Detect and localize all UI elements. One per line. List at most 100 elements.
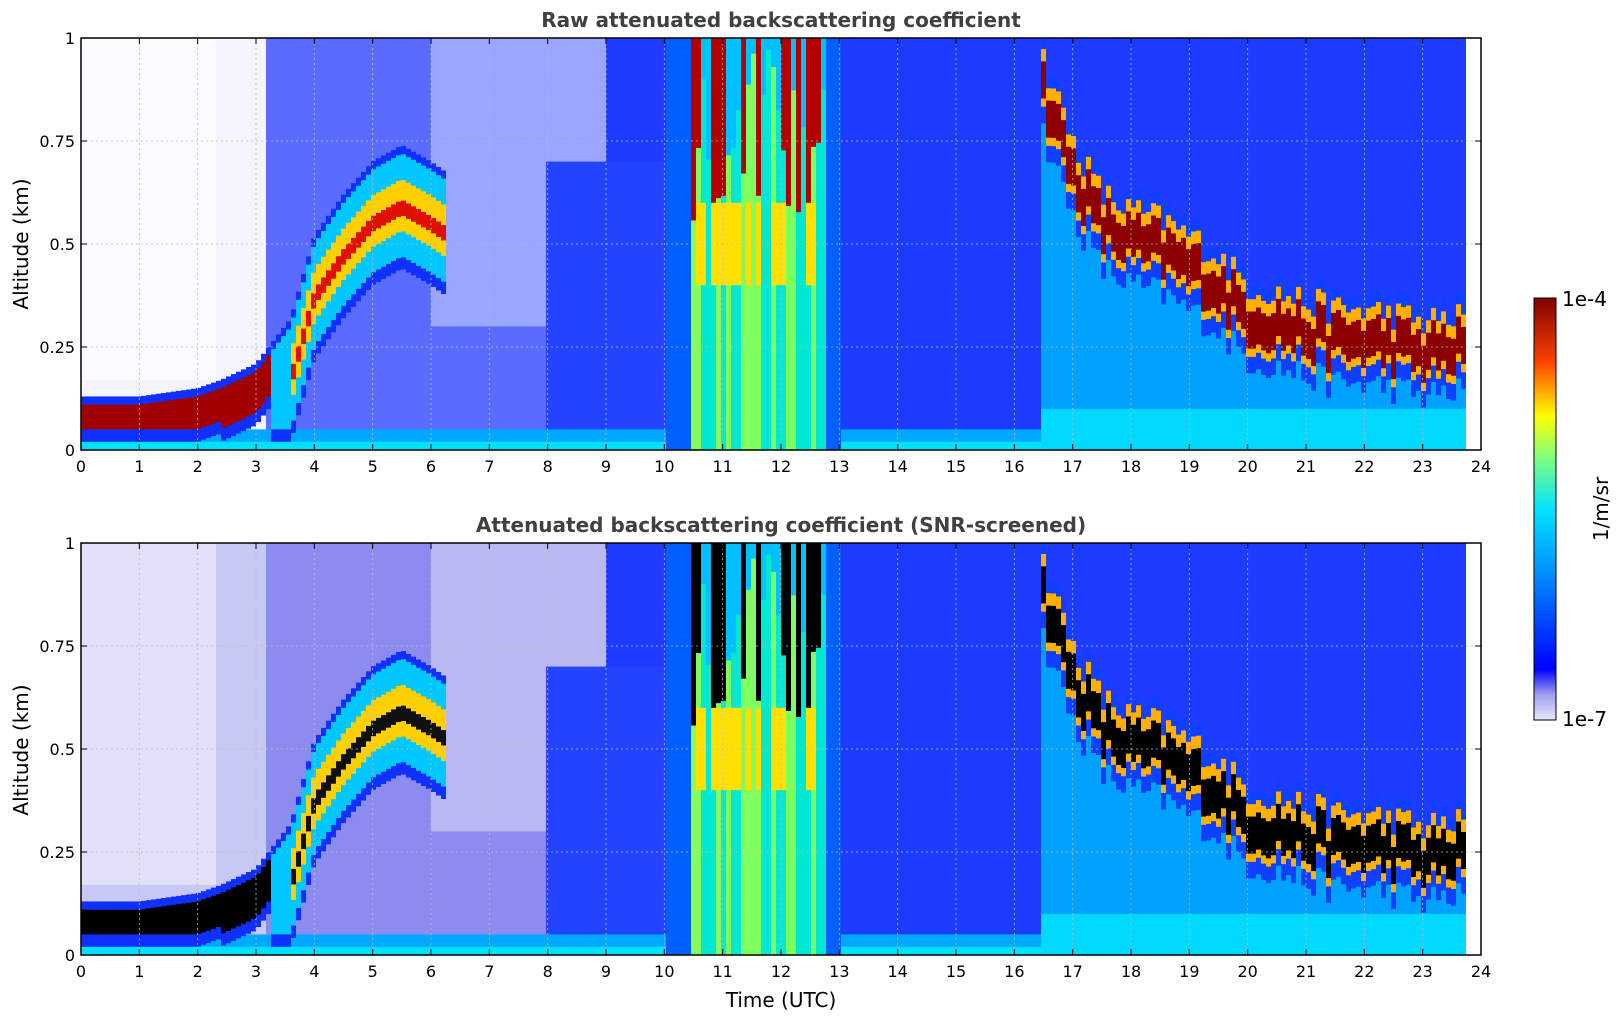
heatmap-cell — [1021, 946, 1027, 955]
heatmap-cell — [1161, 913, 1167, 955]
heatmap-cell — [1206, 273, 1212, 311]
heatmap-cell — [1391, 408, 1397, 450]
heatmap-cell — [871, 543, 877, 955]
heatmap-cell — [986, 441, 992, 450]
x-tick-label: 10 — [654, 962, 674, 981]
heatmap-cell — [1416, 913, 1422, 955]
heatmap-cell — [411, 429, 417, 450]
heatmap-cell — [246, 429, 252, 450]
heatmap-cell — [986, 429, 992, 450]
heatmap-cell — [421, 716, 427, 733]
heatmap-cell — [691, 554, 697, 955]
heatmap-cell — [1181, 771, 1187, 955]
heatmap-cell — [1001, 441, 1007, 450]
heatmap-cell — [591, 946, 597, 955]
heatmap-cell — [1381, 408, 1387, 450]
heatmap-cell — [136, 441, 142, 450]
heatmap-cell — [521, 38, 527, 327]
heatmap-cell — [1081, 693, 1087, 731]
heatmap-cell — [301, 441, 307, 450]
heatmap-cell — [471, 429, 477, 450]
heatmap-cell — [786, 38, 792, 206]
heatmap-cell — [231, 934, 237, 955]
heatmap-cell — [81, 909, 87, 935]
heatmap-cell — [316, 789, 322, 805]
heatmap-cell — [1371, 408, 1377, 450]
heatmap-cell — [251, 38, 257, 450]
heatmap-cell — [186, 902, 192, 935]
heatmap-cell — [386, 934, 392, 955]
heatmap-cell — [161, 946, 167, 955]
heatmap-cell — [566, 161, 572, 450]
heatmap-cell — [1341, 851, 1347, 955]
heatmap-cell — [946, 934, 952, 955]
heatmap-cell — [781, 202, 787, 286]
heatmap-cell — [421, 946, 427, 955]
heatmap-cell — [996, 946, 1002, 955]
heatmap-cell — [971, 429, 977, 450]
heatmap-cell — [1451, 38, 1457, 450]
heatmap-cell — [101, 909, 107, 935]
heatmap-cell — [1286, 408, 1292, 450]
heatmap-cell — [1256, 336, 1262, 450]
heatmap-cell — [796, 38, 802, 213]
heatmap-cell — [1221, 266, 1227, 304]
heatmap-cell — [196, 901, 202, 935]
heatmap-cell — [121, 404, 127, 430]
heatmap-cell — [1141, 731, 1147, 769]
heatmap-cell — [1256, 841, 1262, 955]
heatmap-cell — [936, 441, 942, 450]
heatmap-cell — [606, 441, 612, 450]
heatmap-cell — [1186, 408, 1192, 450]
heatmap-cell — [1041, 566, 1047, 604]
heatmap-cell — [591, 161, 597, 450]
heatmap-cell — [1296, 38, 1302, 450]
heatmap-cell — [596, 666, 602, 955]
heatmap-cell — [361, 429, 367, 450]
heatmap-cell — [1411, 363, 1417, 450]
heatmap-cell — [936, 946, 942, 955]
x-tick-label: 6 — [426, 457, 436, 476]
heatmap-cell — [1136, 241, 1142, 450]
heatmap-cell — [1176, 408, 1182, 450]
heatmap-cell — [1421, 408, 1427, 450]
heatmap-cell — [396, 706, 402, 723]
heatmap-cell — [486, 946, 492, 955]
heatmap-cell — [1241, 38, 1247, 450]
heatmap-cell — [146, 403, 152, 430]
heatmap-cell — [266, 946, 272, 955]
heatmap-cell — [1141, 408, 1147, 450]
heatmap-cell — [286, 946, 292, 955]
heatmap-cell — [996, 441, 1002, 450]
heatmap-cell — [1351, 38, 1357, 450]
heatmap-cell — [1341, 346, 1347, 450]
heatmap-cell — [1346, 858, 1352, 955]
heatmap-cell — [976, 946, 982, 955]
heatmap-cell — [301, 946, 307, 955]
heatmap-cell — [396, 429, 402, 450]
heatmap-cell — [731, 147, 737, 450]
heatmap-cell — [886, 429, 892, 450]
heatmap-cell — [641, 666, 647, 955]
heatmap-cell — [376, 429, 382, 450]
heatmap-cell — [1391, 342, 1397, 380]
heatmap-cell — [991, 441, 997, 450]
heatmap-cell — [1211, 543, 1217, 955]
colorbar-max-label: 1e-4 — [1562, 287, 1607, 311]
heatmap-cell — [1441, 543, 1447, 955]
heatmap-cell — [846, 543, 852, 955]
heatmap-cell — [391, 934, 397, 955]
heatmap-cell — [1026, 543, 1032, 955]
heatmap-cell — [331, 946, 337, 955]
heatmap-cell — [1066, 913, 1072, 955]
heatmap-cell — [276, 342, 282, 430]
heatmap-cell — [1406, 346, 1412, 450]
heatmap-cell — [581, 946, 587, 955]
heatmap-cell — [766, 50, 772, 450]
heatmap-cell — [96, 909, 102, 935]
heatmap-cell — [186, 946, 192, 955]
heatmap-cell — [756, 543, 762, 701]
heatmap-cell — [1276, 408, 1282, 450]
heatmap-cell — [1236, 789, 1242, 828]
heatmap-cell — [121, 909, 127, 935]
